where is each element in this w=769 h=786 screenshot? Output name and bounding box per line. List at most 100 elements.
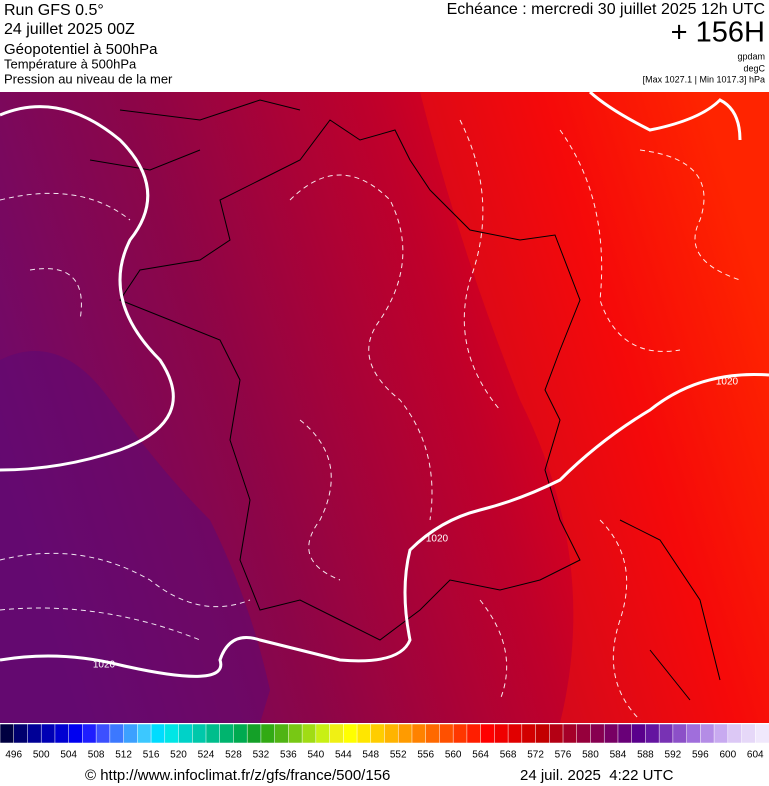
color-swatch bbox=[95, 723, 111, 744]
coastline bbox=[89, 99, 721, 701]
colorbar-label: 560 bbox=[445, 750, 462, 761]
colorbar-label: 556 bbox=[417, 750, 434, 761]
color-swatch bbox=[192, 723, 207, 744]
colorbar-label: 516 bbox=[143, 750, 160, 761]
color-swatch bbox=[645, 723, 660, 744]
footer: © http://www.infoclimat.fr/z/gfs/france/… bbox=[85, 767, 674, 784]
color-swatch bbox=[411, 723, 427, 744]
source-url: © http://www.infoclimat.fr/z/gfs/france/… bbox=[85, 767, 390, 784]
isobar-label: 1020 bbox=[426, 534, 449, 545]
colorbar-label: 548 bbox=[362, 750, 379, 761]
color-swatch bbox=[260, 723, 276, 744]
forecast: Echéance : mercredi 30 juillet 2025 12h … bbox=[447, 1, 765, 18]
color-swatch bbox=[246, 723, 262, 744]
color-swatch bbox=[178, 723, 193, 744]
isobar bbox=[0, 105, 175, 472]
color-swatch bbox=[68, 723, 84, 744]
color-swatch bbox=[164, 723, 180, 744]
color-swatch bbox=[384, 723, 399, 744]
colorbar-label: 572 bbox=[527, 750, 544, 761]
colorbar-label: 544 bbox=[335, 750, 352, 761]
color-swatch bbox=[466, 723, 482, 744]
color-swatch bbox=[40, 723, 56, 744]
color-swatch bbox=[590, 723, 605, 744]
color-swatch bbox=[0, 723, 15, 744]
colorbar-label: 580 bbox=[582, 750, 599, 761]
unit: gpdam bbox=[737, 51, 765, 61]
warm-area bbox=[420, 92, 769, 723]
colorbar-label: 552 bbox=[390, 750, 407, 761]
color-swatch bbox=[535, 723, 551, 744]
colorbar-label: 584 bbox=[610, 750, 627, 761]
color-swatch bbox=[700, 723, 715, 744]
color-swatch bbox=[713, 723, 729, 744]
colorbar-label: 508 bbox=[88, 750, 105, 761]
color-swatch bbox=[755, 723, 769, 744]
colorbar-label: 528 bbox=[225, 750, 242, 761]
color-swatch bbox=[494, 723, 509, 744]
color-swatch bbox=[576, 723, 592, 744]
color-swatch bbox=[123, 723, 139, 744]
colorbar-label: 540 bbox=[307, 750, 324, 761]
color-swatch bbox=[54, 723, 70, 744]
color-swatch bbox=[13, 723, 29, 744]
color-swatch bbox=[603, 723, 619, 744]
coastline bbox=[119, 119, 581, 641]
isobar bbox=[588, 90, 742, 141]
color-swatch bbox=[452, 723, 468, 744]
pressure-range: [Max 1027.1 | Min 1017.3] hPa bbox=[643, 74, 765, 84]
color-swatch bbox=[425, 723, 441, 744]
isobar-label: 1020 bbox=[716, 377, 739, 388]
colorbar-label: 592 bbox=[665, 750, 682, 761]
color-swatch bbox=[727, 723, 743, 744]
color-swatch bbox=[507, 723, 523, 744]
color-swatch bbox=[329, 723, 345, 744]
color-swatch bbox=[205, 723, 221, 744]
color-swatch bbox=[233, 723, 248, 744]
color-swatch bbox=[631, 723, 647, 744]
color-swatch bbox=[480, 723, 496, 744]
unit: degC bbox=[743, 63, 765, 73]
color-swatch bbox=[343, 723, 358, 744]
color-swatch bbox=[439, 723, 454, 744]
color-swatch bbox=[562, 723, 578, 744]
colorbar: 496 500 504 508 512 516 520 524 528 532 536 540 544 5… bbox=[0, 723, 769, 761]
colorbar-label: 520 bbox=[170, 750, 187, 761]
color-swatch bbox=[150, 723, 166, 744]
colorbar-label: 512 bbox=[115, 750, 132, 761]
colorbar-label: 596 bbox=[692, 750, 709, 761]
isobar bbox=[0, 372, 769, 678]
lead-time: + 156H bbox=[671, 17, 765, 49]
map: 1020 1020 1020 bbox=[0, 90, 769, 723]
color-swatch bbox=[82, 723, 97, 744]
color-swatch bbox=[109, 723, 125, 744]
colorbar-label: 504 bbox=[60, 750, 77, 761]
isobar-label: 1020 bbox=[93, 660, 116, 671]
color-swatch bbox=[672, 723, 688, 744]
colorbar-label: 576 bbox=[555, 750, 572, 761]
color-swatch bbox=[549, 723, 564, 744]
colorbar-label: 588 bbox=[637, 750, 654, 761]
field: Géopotentiel à 500hPa bbox=[4, 41, 158, 58]
field: Pression au niveau de la mer bbox=[4, 71, 173, 86]
color-swatch bbox=[741, 723, 757, 744]
color-swatch bbox=[356, 723, 372, 744]
field: Température à 500hPa bbox=[4, 56, 137, 71]
color-swatch bbox=[658, 723, 674, 744]
color-swatch bbox=[397, 723, 413, 744]
color-swatch bbox=[137, 723, 152, 744]
color-swatch bbox=[521, 723, 537, 744]
cold-area bbox=[0, 351, 270, 723]
color-swatch bbox=[617, 723, 633, 744]
colorbar-label: 524 bbox=[198, 750, 215, 761]
run: Run GFS 0.5° bbox=[4, 2, 104, 19]
color-swatch bbox=[370, 723, 386, 744]
color-swatch bbox=[301, 723, 317, 744]
colorbar-label: 600 bbox=[719, 750, 736, 761]
color-swatch bbox=[315, 723, 331, 744]
color-swatch bbox=[274, 723, 290, 744]
colorbar-label: 500 bbox=[33, 750, 50, 761]
timestamp: 24 juil. 2025 4:22 UTC bbox=[520, 767, 674, 784]
contour bbox=[0, 119, 741, 721]
